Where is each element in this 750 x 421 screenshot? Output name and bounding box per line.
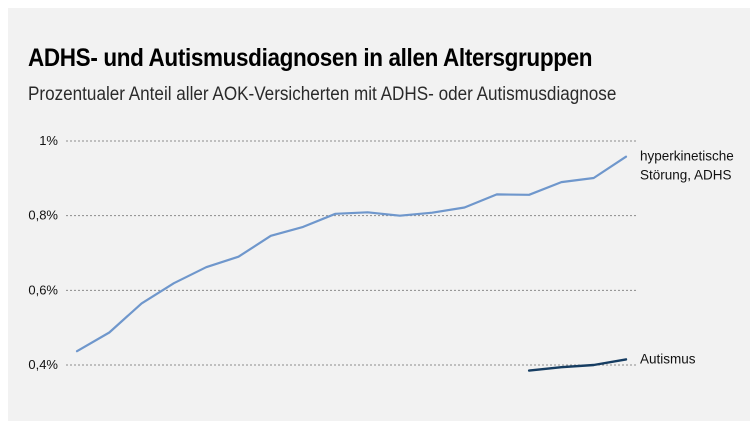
chart-subtitle: Prozentualer Anteil aller AOK-Versichert… [28, 84, 617, 105]
series-line-adhs [75, 155, 628, 353]
series-labels: hyperkinetische Störung, ADHS Autismus [640, 149, 734, 367]
y-axis-ticks: 1% 0,8% 0,6% 0,4% [28, 133, 58, 372]
series-label-adhs: hyperkinetische [640, 149, 734, 164]
chart-title: ADHS- und Autismusdiagnosen in allen Alt… [28, 44, 593, 72]
series-line-autismus [527, 358, 628, 372]
y-tick-label: 0,4% [28, 357, 58, 372]
chart-card: ADHS- und Autismusdiagnosen in allen Alt… [8, 8, 750, 421]
y-tick-label: 0,6% [28, 282, 58, 297]
y-tick-label: 0,8% [28, 208, 58, 223]
series-lines [75, 155, 628, 372]
series-label-autismus: Autismus [640, 351, 696, 366]
series-label-adhs: Störung, ADHS [640, 168, 732, 183]
gridlines [66, 140, 638, 366]
y-tick-label: 1% [39, 133, 58, 148]
